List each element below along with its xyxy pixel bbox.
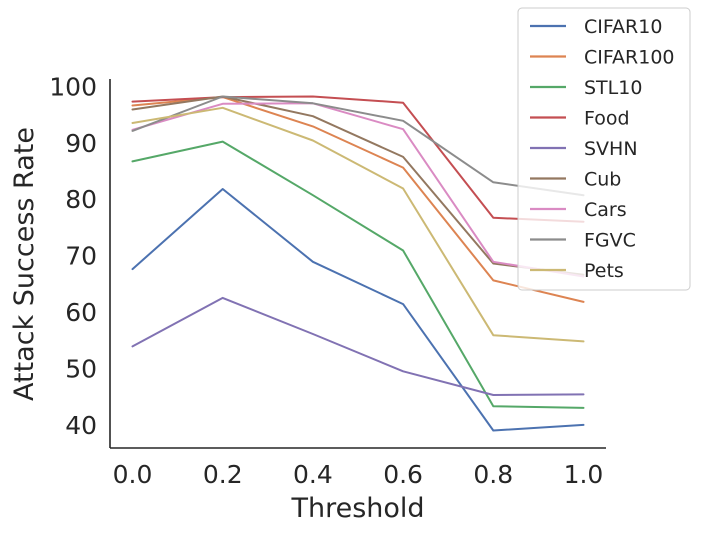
legend-label-svhn: SVHN	[584, 138, 638, 160]
legend-frame	[517, 7, 691, 291]
legend-label-stl10: STL10	[584, 77, 642, 99]
series-line-cub	[131, 95, 585, 276]
legend-label-food: Food	[584, 108, 630, 130]
x-tick-label: 0.8	[473, 460, 513, 489]
y-tick-label: 70	[65, 242, 97, 271]
y-axis-label: Attack Success Rate	[9, 127, 40, 401]
y-tick-label: 90	[65, 129, 97, 158]
series-line-cifar100	[131, 96, 585, 303]
legend-label-cifar100: CIFAR100	[584, 47, 675, 69]
legend-label-pets: Pets	[584, 260, 624, 282]
legend-items: CIFAR10 CIFAR100 STL10 Food SVHN Cub Cars FGVC P…	[530, 16, 675, 282]
y-tick-label: 50	[65, 354, 97, 383]
series-line-svhn	[131, 296, 585, 396]
x-tick-label: 1.0	[564, 460, 604, 489]
x-tick-label: 0.6	[383, 460, 423, 489]
x-tick-labels: 0.0 0.2 0.4 0.6 0.8 1.0	[113, 460, 604, 489]
series-lines	[131, 95, 585, 432]
y-tick-label: 100	[49, 72, 97, 101]
axes	[109, 79, 606, 449]
y-tick-label: 80	[65, 185, 97, 214]
x-tick-label: 0.0	[113, 460, 153, 489]
legend-label-cars: Cars	[584, 199, 627, 221]
legend-label-cifar10: CIFAR10	[584, 16, 662, 38]
series-line-stl10	[131, 140, 585, 409]
series-line-fgvc	[131, 95, 585, 197]
x-tick-label: 0.2	[203, 460, 243, 489]
x-tick-label: 0.4	[293, 460, 333, 489]
y-tick-labels: 40 50 60 70 80 90 100	[49, 72, 97, 440]
x-axis-label: Threshold	[290, 493, 424, 524]
series-line-pets	[131, 106, 585, 343]
legend-label-cub: Cub	[584, 169, 621, 191]
series-line-cars	[131, 102, 585, 278]
legend-label-fgvc: FGVC	[584, 230, 636, 252]
y-tick-label: 60	[65, 298, 97, 327]
y-tick-label: 40	[65, 411, 97, 440]
legend: CIFAR10 CIFAR100 STL10 Food SVHN Cub Cars FGVC P…	[517, 7, 691, 291]
series-line-cifar10	[131, 188, 585, 432]
